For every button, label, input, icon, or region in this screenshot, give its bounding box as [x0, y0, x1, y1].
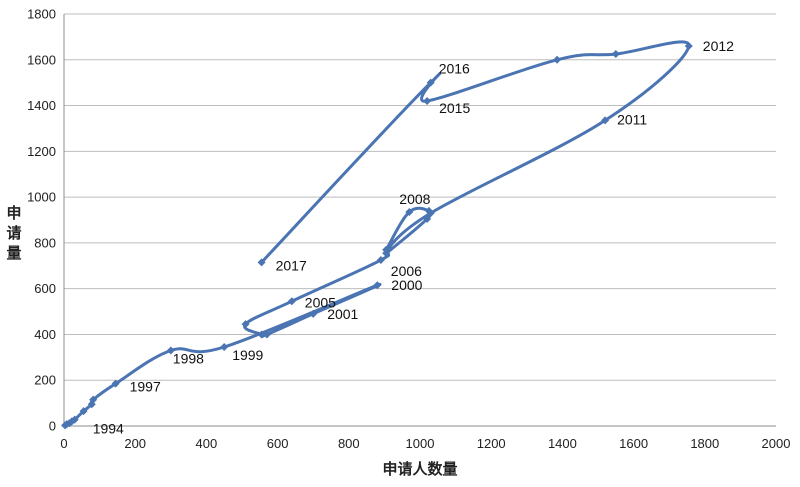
year-label: 2011	[617, 111, 647, 127]
year-label: 2015	[439, 100, 470, 116]
year-label: 2001	[327, 306, 358, 322]
y-tick-label: 0	[49, 419, 56, 434]
year-label: 1994	[93, 421, 124, 437]
data-point	[611, 50, 620, 59]
x-tick-label: 1000	[406, 436, 435, 451]
y-tick-label: 1000	[27, 190, 56, 205]
data-point	[79, 407, 88, 416]
data-point	[257, 330, 266, 339]
data-point	[423, 214, 432, 223]
year-label: 1999	[232, 347, 263, 363]
year-label: 2005	[305, 294, 336, 310]
data-point	[262, 330, 271, 339]
data-point	[70, 415, 79, 424]
year-label: 2016	[439, 61, 470, 77]
data-point	[309, 309, 318, 318]
y-tick-label: 600	[34, 281, 56, 296]
x-tick-label: 0	[60, 436, 67, 451]
data-point	[166, 346, 175, 355]
data-point	[684, 42, 693, 51]
year-label: 2006	[391, 263, 422, 279]
y-tick-label: 1600	[27, 52, 56, 67]
year-label: 2000	[391, 277, 422, 293]
data-markers	[61, 42, 693, 430]
data-point	[426, 78, 435, 87]
data-point	[89, 395, 98, 404]
data-point	[601, 116, 610, 125]
data-point	[241, 320, 250, 329]
x-tick-label: 600	[267, 436, 289, 451]
data-point	[111, 379, 120, 388]
x-tick-label: 800	[338, 436, 360, 451]
year-label: 2012	[703, 38, 734, 54]
y-tick-label: 1400	[27, 98, 56, 113]
year-label: 1998	[173, 351, 204, 367]
x-tick-label: 1800	[690, 436, 719, 451]
data-point	[373, 281, 382, 290]
data-point	[287, 297, 296, 306]
y-tick-label: 200	[34, 373, 56, 388]
year-label: 2008	[399, 191, 430, 207]
y-tick-label: 1800	[27, 7, 56, 22]
data-point	[220, 343, 229, 352]
x-tick-labels: 0 200 400 600 800 1000 1200 1400 1600 1800 2000	[60, 436, 790, 451]
data-point	[405, 207, 414, 216]
data-point	[382, 249, 391, 258]
year-label: 1997	[130, 379, 161, 395]
gridlines	[64, 13, 776, 381]
data-point	[553, 55, 562, 64]
x-tick-label: 2000	[762, 436, 791, 451]
series-line	[63, 40, 691, 427]
data-point	[257, 258, 266, 267]
data-point	[423, 96, 432, 105]
y-tick-label: 1200	[27, 144, 56, 159]
y-tick-labels: 0 200 400 600 800 1000 1200 1400 1600 1800	[27, 7, 56, 434]
data-point	[426, 209, 435, 218]
y-axis-title: 申请量	[6, 204, 21, 262]
x-axis-title: 申请人数量	[382, 460, 457, 478]
y-tick-label: 800	[34, 235, 56, 250]
year-label: 2017	[276, 257, 307, 273]
x-tick-label: 200	[124, 436, 146, 451]
x-tick-label: 400	[196, 436, 218, 451]
x-tick-label: 1200	[477, 436, 506, 451]
x-tick-label: 1600	[619, 436, 648, 451]
x-tick-label: 1400	[548, 436, 577, 451]
y-tick-label: 400	[34, 327, 56, 342]
data-point	[376, 256, 385, 265]
